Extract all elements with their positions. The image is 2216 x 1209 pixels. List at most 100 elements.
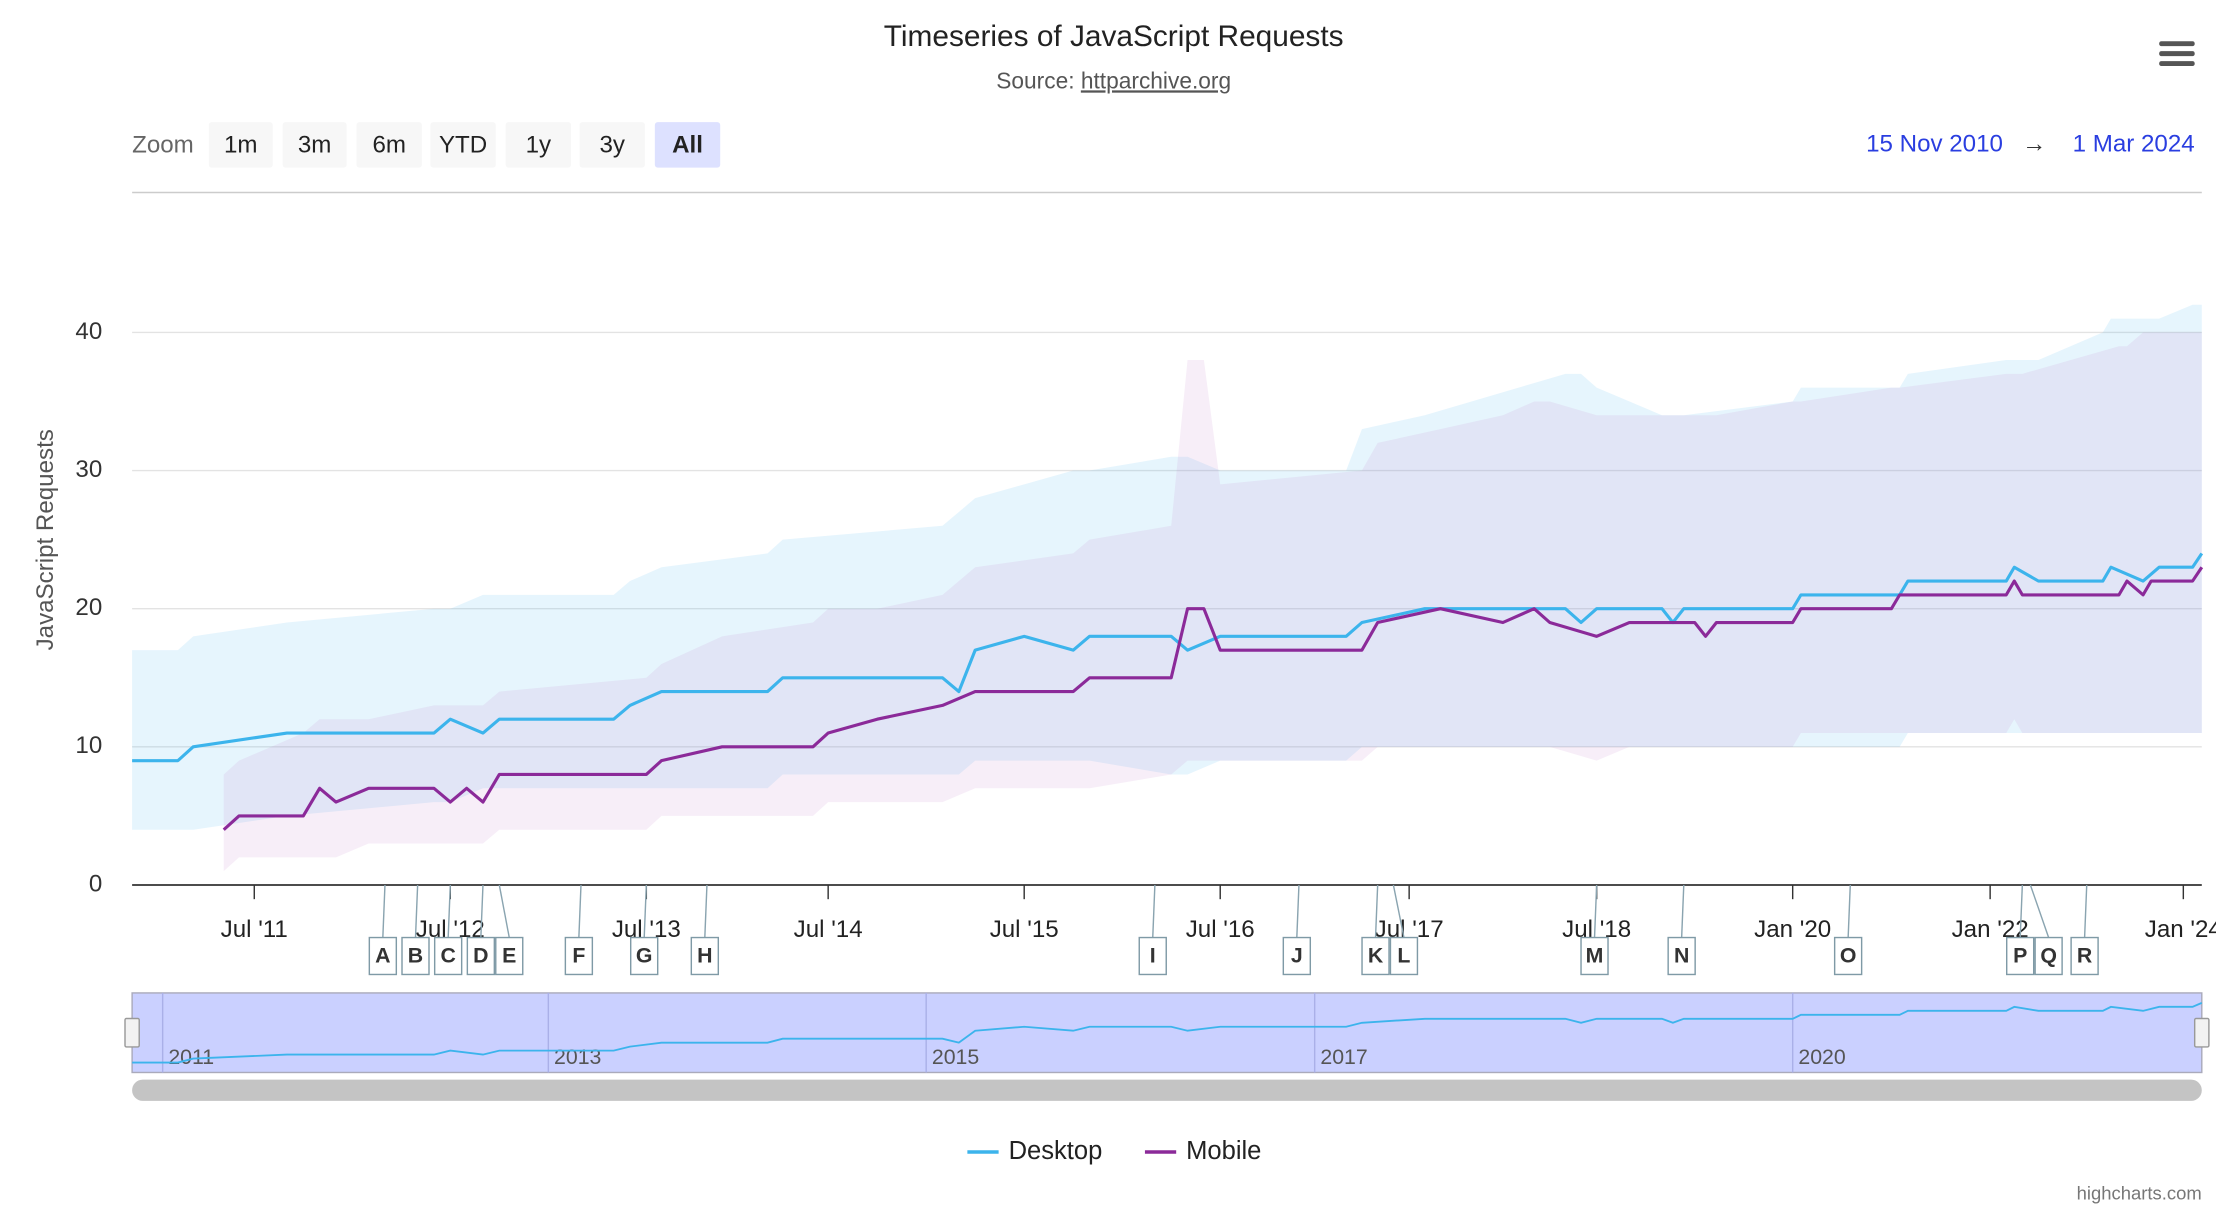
zoom-button-label[interactable]: 3y — [599, 132, 625, 159]
menu-bar — [2159, 61, 2195, 67]
flag-pole — [704, 884, 708, 938]
flag-box[interactable] — [2006, 936, 2035, 976]
subtitle-label: Source: — [996, 67, 1074, 93]
flag-pole — [2019, 884, 2024, 938]
menu-bar — [2159, 41, 2195, 47]
menu-button[interactable] — [2156, 36, 2197, 72]
x-tick-label: Jan '24 — [2145, 916, 2216, 943]
zoom-button[interactable] — [208, 122, 273, 168]
flag-label: D — [473, 943, 488, 967]
zoom-button-label[interactable]: YTD — [439, 132, 487, 159]
flag-label: G — [636, 943, 653, 967]
flag-pole — [498, 884, 510, 938]
flag-box[interactable] — [1833, 936, 1863, 976]
flag-pole — [1392, 884, 1405, 938]
plot-area — [132, 304, 2204, 872]
range-from[interactable]: 15 Nov 2010 — [1866, 130, 2003, 157]
navigator-series — [132, 1002, 2203, 1064]
flag-box[interactable] — [1580, 936, 1609, 976]
series-line — [222, 566, 2204, 831]
y-tick-label: 20 — [75, 594, 102, 621]
flag-box[interactable] — [1667, 936, 1696, 976]
flag-label: B — [408, 943, 423, 967]
menu-bar — [2159, 51, 2195, 57]
zoom-button[interactable] — [356, 122, 422, 168]
flag-label: O — [1840, 943, 1857, 967]
navigator-tick-label: 2015 — [932, 1045, 979, 1069]
navigator-handle[interactable] — [2193, 1017, 2210, 1048]
flag-label: K — [1368, 943, 1384, 967]
subtitle: Source: httparchive.org — [996, 67, 1231, 93]
zoom-button-label[interactable]: 6m — [372, 132, 406, 159]
zoom-button-label[interactable]: 3m — [298, 132, 332, 159]
flag-box[interactable] — [466, 936, 496, 976]
series-line — [132, 552, 2204, 763]
flag-label: M — [1586, 943, 1604, 967]
zoom-button-label[interactable]: All — [672, 132, 703, 159]
flag-box[interactable] — [629, 936, 659, 976]
flag-pole — [1296, 884, 1300, 938]
flag-label: Q — [2040, 943, 2057, 967]
scrollbar[interactable] — [132, 1079, 2202, 1101]
flag-box[interactable] — [1389, 936, 1419, 976]
flag-box[interactable] — [1361, 936, 1390, 976]
flag-pole — [1593, 884, 1598, 938]
flag-label: R — [2077, 943, 2092, 967]
flag-label: H — [697, 943, 712, 967]
chart-title: Timeseries of JavaScript Requests — [884, 20, 1344, 53]
flag-label: N — [1674, 943, 1689, 967]
y-axis-title: JavaScript Requests — [32, 429, 59, 650]
zoom-button[interactable] — [654, 122, 721, 168]
range-band — [223, 332, 2202, 872]
flag-box[interactable] — [2034, 936, 2063, 976]
zoom-button[interactable] — [430, 122, 496, 168]
flag-box[interactable] — [690, 936, 720, 976]
zoom-button[interactable] — [282, 122, 347, 168]
flag-label: I — [1150, 943, 1156, 967]
flag-label: L — [1397, 943, 1410, 967]
flag-pole — [414, 884, 419, 938]
credit[interactable]: highcharts.com — [2077, 1183, 2202, 1204]
x-tick-label: Jul '14 — [794, 916, 863, 943]
flag-box[interactable] — [401, 936, 430, 976]
flag-box[interactable] — [564, 936, 594, 976]
flag-label: F — [572, 943, 585, 967]
zoom-button-label[interactable]: 1m — [224, 132, 258, 159]
flag-box[interactable] — [495, 936, 524, 976]
flag-pole — [1680, 884, 1685, 938]
navigator-tick-label: 2011 — [168, 1045, 214, 1069]
y-tick-label: 40 — [75, 318, 102, 345]
flag-box[interactable] — [2070, 936, 2099, 976]
y-tick-label: 0 — [89, 870, 102, 897]
zoom-button-label[interactable]: 1y — [526, 132, 552, 159]
zoom-button[interactable] — [579, 122, 645, 168]
source-link[interactable]: httparchive.org — [1081, 67, 1231, 93]
flag-pole — [1374, 884, 1379, 938]
flag-pole — [2029, 884, 2050, 938]
x-tick-label: Jul '16 — [1186, 916, 1255, 943]
x-tick-label: Jul '15 — [990, 916, 1059, 943]
navigator-handle[interactable] — [124, 1017, 140, 1048]
range-to[interactable]: 1 Mar 2024 — [2073, 130, 2195, 157]
flag-label: C — [440, 943, 455, 967]
range-separator: → — [2022, 130, 2046, 157]
x-tick-label: Jan '20 — [1754, 916, 1831, 943]
navigator-tick-label: 2017 — [1320, 1045, 1367, 1069]
flag-pole — [578, 884, 582, 938]
zoom-button[interactable] — [505, 122, 572, 168]
flag-pole — [1152, 884, 1156, 938]
flag-pole — [480, 884, 484, 938]
legend-label[interactable]: Mobile — [1186, 1137, 1261, 1165]
flag-box[interactable] — [1138, 936, 1167, 976]
flag-box[interactable] — [368, 936, 398, 976]
x-tick-label: Jul '11 — [221, 916, 288, 943]
flag-box[interactable] — [433, 936, 463, 976]
flag-box[interactable] — [1282, 936, 1312, 976]
zoom-label: Zoom — [132, 132, 194, 159]
legend-label[interactable]: Desktop — [1009, 1137, 1103, 1165]
flag-pole — [2083, 884, 2088, 938]
navigator-tick-label: 2013 — [554, 1045, 601, 1069]
flag-label: E — [502, 943, 516, 967]
y-tick-label: 30 — [75, 456, 102, 483]
